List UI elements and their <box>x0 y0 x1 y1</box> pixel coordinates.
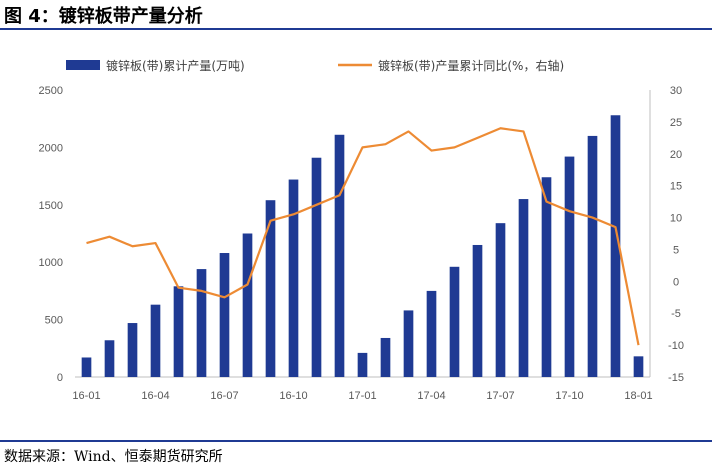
legend-bar-label: 镀锌板(带)累计产量(万吨) <box>106 59 245 73</box>
left-tick-label: 2000 <box>39 142 63 154</box>
bar-17-02 <box>380 337 391 377</box>
x-axis-ticks: 16-01 16-04 16-07 16-10 17-01 17-04 17-07 17-10… <box>72 390 652 402</box>
bar-17-09 <box>541 177 552 377</box>
bar-16-11 <box>311 157 322 377</box>
line-series <box>86 127 640 346</box>
x-tick-label: 17-04 <box>417 390 445 402</box>
bar-17-06 <box>472 244 483 377</box>
right-tick-label: 20 <box>670 149 682 161</box>
yoy-line <box>86 127 640 346</box>
top-rule <box>0 28 712 30</box>
bar-16-09 <box>265 200 276 377</box>
bar-16-10 <box>288 179 299 377</box>
bar-16-02 <box>104 340 115 377</box>
x-tick-label: 17-01 <box>348 390 376 402</box>
bar-16-03 <box>127 323 138 377</box>
bar-16-12 <box>334 134 345 377</box>
x-tick-label: 18-01 <box>624 390 652 402</box>
left-tick-label: 1000 <box>39 257 63 269</box>
bar-17-03 <box>403 310 414 377</box>
right-tick-label: -10 <box>668 340 684 352</box>
right-tick-label: 25 <box>670 117 682 129</box>
right-tick-label: 5 <box>673 244 679 256</box>
left-tick-label: 500 <box>45 315 63 327</box>
axes <box>75 90 651 378</box>
bottom-rule <box>0 440 712 442</box>
bar-17-12 <box>610 115 621 378</box>
right-tick-label: 15 <box>670 181 682 193</box>
right-tick-label: 0 <box>673 276 679 288</box>
legend: 镀锌板(带)累计产量(万吨) 镀锌板(带)产量累计同比(%，右轴) <box>66 58 564 73</box>
bar-17-01 <box>357 352 368 377</box>
bar-17-05 <box>449 266 460 377</box>
left-axis-ticks: 0 500 1000 1500 2000 2500 <box>39 85 63 384</box>
legend-line-label: 镀锌板(带)产量累计同比(%，右轴) <box>378 58 564 73</box>
x-tick-label: 16-04 <box>141 390 169 402</box>
legend-bar-swatch <box>66 60 100 70</box>
x-tick-label: 17-07 <box>486 390 514 402</box>
chart: 镀锌板(带)累计产量(万吨) 镀锌板(带)产量累计同比(%，右轴) 0 500 10… <box>39 58 684 402</box>
bar-17-10 <box>564 156 575 377</box>
right-axis-ticks: -15 -10 -5 0 5 10 15 20 25 30 <box>668 85 684 384</box>
x-tick-label: 16-01 <box>72 390 100 402</box>
figure-title: 图 4：镀锌板带产量分析 <box>4 6 203 27</box>
bar-17-08 <box>518 199 529 377</box>
x-tick-label: 17-10 <box>555 390 583 402</box>
right-tick-label: 30 <box>670 85 682 97</box>
right-tick-label: 10 <box>670 213 682 225</box>
bar-18-01 <box>633 356 644 377</box>
bar-16-05 <box>173 286 184 377</box>
x-tick-label: 16-07 <box>210 390 238 402</box>
right-tick-label: -15 <box>668 372 684 384</box>
left-tick-label: 0 <box>57 372 63 384</box>
bar-16-08 <box>242 233 253 377</box>
x-tick-label: 16-10 <box>279 390 307 402</box>
bar-17-07 <box>495 223 506 377</box>
bar-17-11 <box>587 135 598 377</box>
source-note: 数据来源：Wind、恒泰期货研究所 <box>4 449 223 465</box>
left-tick-label: 1500 <box>39 200 63 212</box>
bar-16-01 <box>81 357 92 377</box>
bar-16-07 <box>219 253 230 377</box>
bar-series <box>81 115 644 378</box>
left-tick-label: 2500 <box>39 85 63 97</box>
bar-16-06 <box>196 269 207 377</box>
bar-17-04 <box>426 290 437 377</box>
bar-16-04 <box>150 304 161 377</box>
right-tick-label: -5 <box>671 308 681 320</box>
